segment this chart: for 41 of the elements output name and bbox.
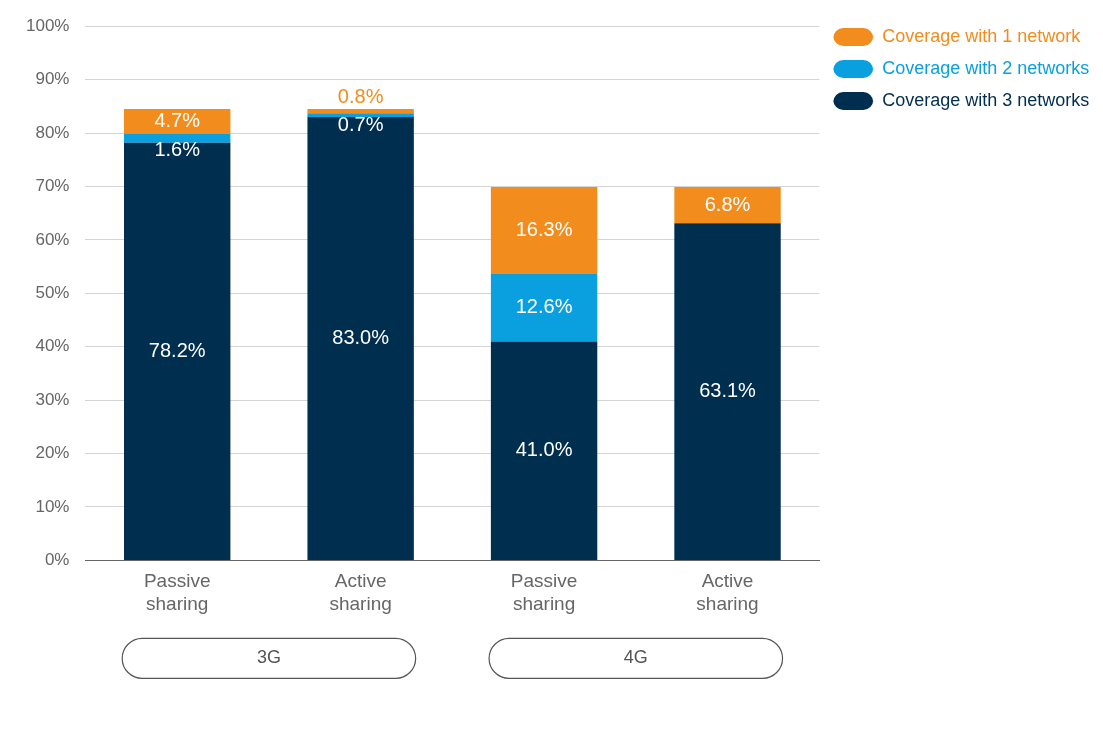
y-tick-label: 60%	[35, 229, 70, 249]
y-tick-label: 100%	[26, 15, 70, 35]
legend-label: Coverage with 2 networks	[882, 57, 1090, 78]
data-label: 12.6%	[515, 295, 573, 318]
bar	[124, 134, 231, 143]
y-tick-label: 80%	[35, 122, 70, 142]
y-tick-label: 70%	[35, 176, 70, 196]
bar	[674, 223, 781, 560]
bar	[490, 341, 598, 560]
y-tick-label: 30%	[35, 389, 70, 409]
y-tick-label: 40%	[35, 336, 70, 356]
data-label: 41.0%	[515, 438, 573, 461]
bar	[674, 186, 781, 224]
x-tick-label: Passive sharing	[143, 570, 211, 614]
y-tick-label: 10%	[35, 496, 70, 516]
x-tick-label: Active sharing	[329, 570, 392, 614]
y-tick-label: 50%	[35, 282, 70, 302]
x-tick-label: Passive sharing	[510, 570, 578, 614]
data-label: 63.1%	[699, 379, 757, 402]
data-label: 78.2%	[148, 338, 206, 361]
data-label: 1.6%	[154, 138, 201, 161]
x-tick-label: Active sharing	[696, 570, 759, 614]
text: 4G	[623, 647, 648, 668]
bar	[490, 186, 598, 275]
legend-label: Coverage with 1 network	[882, 25, 1082, 46]
y-tick-label: 90%	[35, 69, 70, 89]
bar	[307, 109, 414, 114]
bar	[490, 274, 598, 342]
text: 3G	[256, 647, 281, 668]
legend-label: Coverage with 3 networks	[882, 89, 1090, 110]
data-label: 0.7%	[337, 112, 384, 135]
y-tick-label: 0%	[44, 550, 70, 570]
data-label: 4.7%	[154, 109, 201, 132]
bar	[307, 113, 414, 118]
data-label: 16.3%	[515, 218, 573, 241]
bar	[124, 142, 231, 560]
data-label: 0.8%	[337, 84, 384, 107]
data-label: 6.8%	[704, 192, 751, 215]
y-tick-label: 20%	[35, 443, 70, 463]
data-label: 83.0%	[332, 325, 390, 348]
bar	[307, 117, 414, 560]
